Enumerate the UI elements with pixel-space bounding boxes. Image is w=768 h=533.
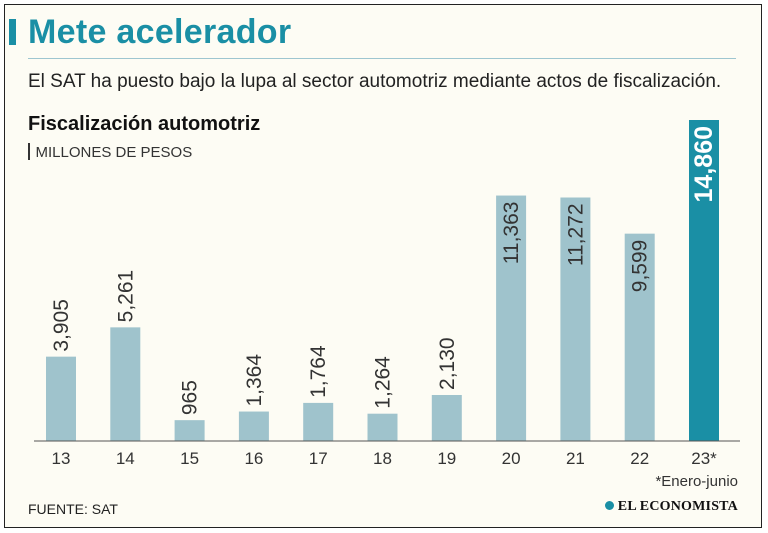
publisher-logo: EL ECONOMISTA bbox=[604, 499, 738, 515]
chart-title: Fiscalización automotriz bbox=[28, 113, 261, 135]
value-label-20: 11,363 bbox=[500, 202, 523, 265]
logo-icon bbox=[604, 501, 614, 510]
x-tick-label: 23* bbox=[691, 449, 717, 468]
x-tick-label: 22 bbox=[630, 449, 649, 468]
value-label-17: 1,764 bbox=[307, 345, 330, 398]
units-divider bbox=[28, 143, 30, 160]
bar-19 bbox=[431, 394, 462, 441]
x-tick-label: 13 bbox=[52, 449, 71, 468]
value-label-14: 5,261 bbox=[114, 270, 137, 323]
bar-20 bbox=[496, 195, 527, 441]
value-label-19: 2,130 bbox=[436, 337, 459, 390]
value-label-18: 1,264 bbox=[372, 356, 395, 409]
bar-16 bbox=[238, 411, 269, 441]
bar-21 bbox=[560, 197, 591, 441]
bar-17 bbox=[303, 402, 334, 441]
bar-18 bbox=[367, 413, 398, 441]
x-tick-label: 21 bbox=[566, 449, 585, 468]
bar-23* bbox=[689, 120, 719, 441]
page-title: Mete acelerador bbox=[28, 13, 292, 51]
labels-group: 13 3,905 14 5,261 15 965 16 1,364 17 1,764 18 1,264… bbox=[50, 126, 718, 468]
x-tick-label: 14 bbox=[116, 449, 135, 468]
value-label-21: 11,272 bbox=[564, 204, 587, 267]
bars-group bbox=[46, 120, 719, 441]
x-tick-label: 18 bbox=[373, 449, 392, 468]
value-label-23*: 14,860 bbox=[690, 126, 718, 202]
source-note: FUENTE: SAT bbox=[28, 501, 118, 517]
bar-13 bbox=[46, 356, 76, 441]
units-label: MILLONES DE PESOS bbox=[35, 144, 193, 161]
value-label-15: 965 bbox=[179, 380, 202, 415]
footnote: *Enero-junio bbox=[655, 473, 738, 490]
title-divider bbox=[28, 58, 736, 59]
bar-14 bbox=[110, 327, 141, 441]
x-tick-label: 17 bbox=[309, 449, 328, 468]
logo-text: EL ECONOMISTA bbox=[617, 499, 738, 514]
value-label-16: 1,364 bbox=[243, 354, 266, 407]
value-label-22: 9,599 bbox=[629, 240, 652, 293]
x-tick-label: 20 bbox=[502, 449, 521, 468]
chart-units: MILLONES DE PESOS bbox=[28, 143, 192, 163]
value-label-13: 3,905 bbox=[50, 299, 73, 352]
page-subtitle: El SAT ha puesto bajo la lupa al sector … bbox=[28, 71, 722, 92]
bar-15 bbox=[174, 420, 205, 441]
x-tick-label: 15 bbox=[180, 449, 199, 468]
x-tick-label: 19 bbox=[437, 449, 456, 468]
bar-22 bbox=[624, 233, 655, 441]
title-accent-bar bbox=[9, 19, 16, 45]
x-tick-label: 16 bbox=[244, 449, 263, 468]
